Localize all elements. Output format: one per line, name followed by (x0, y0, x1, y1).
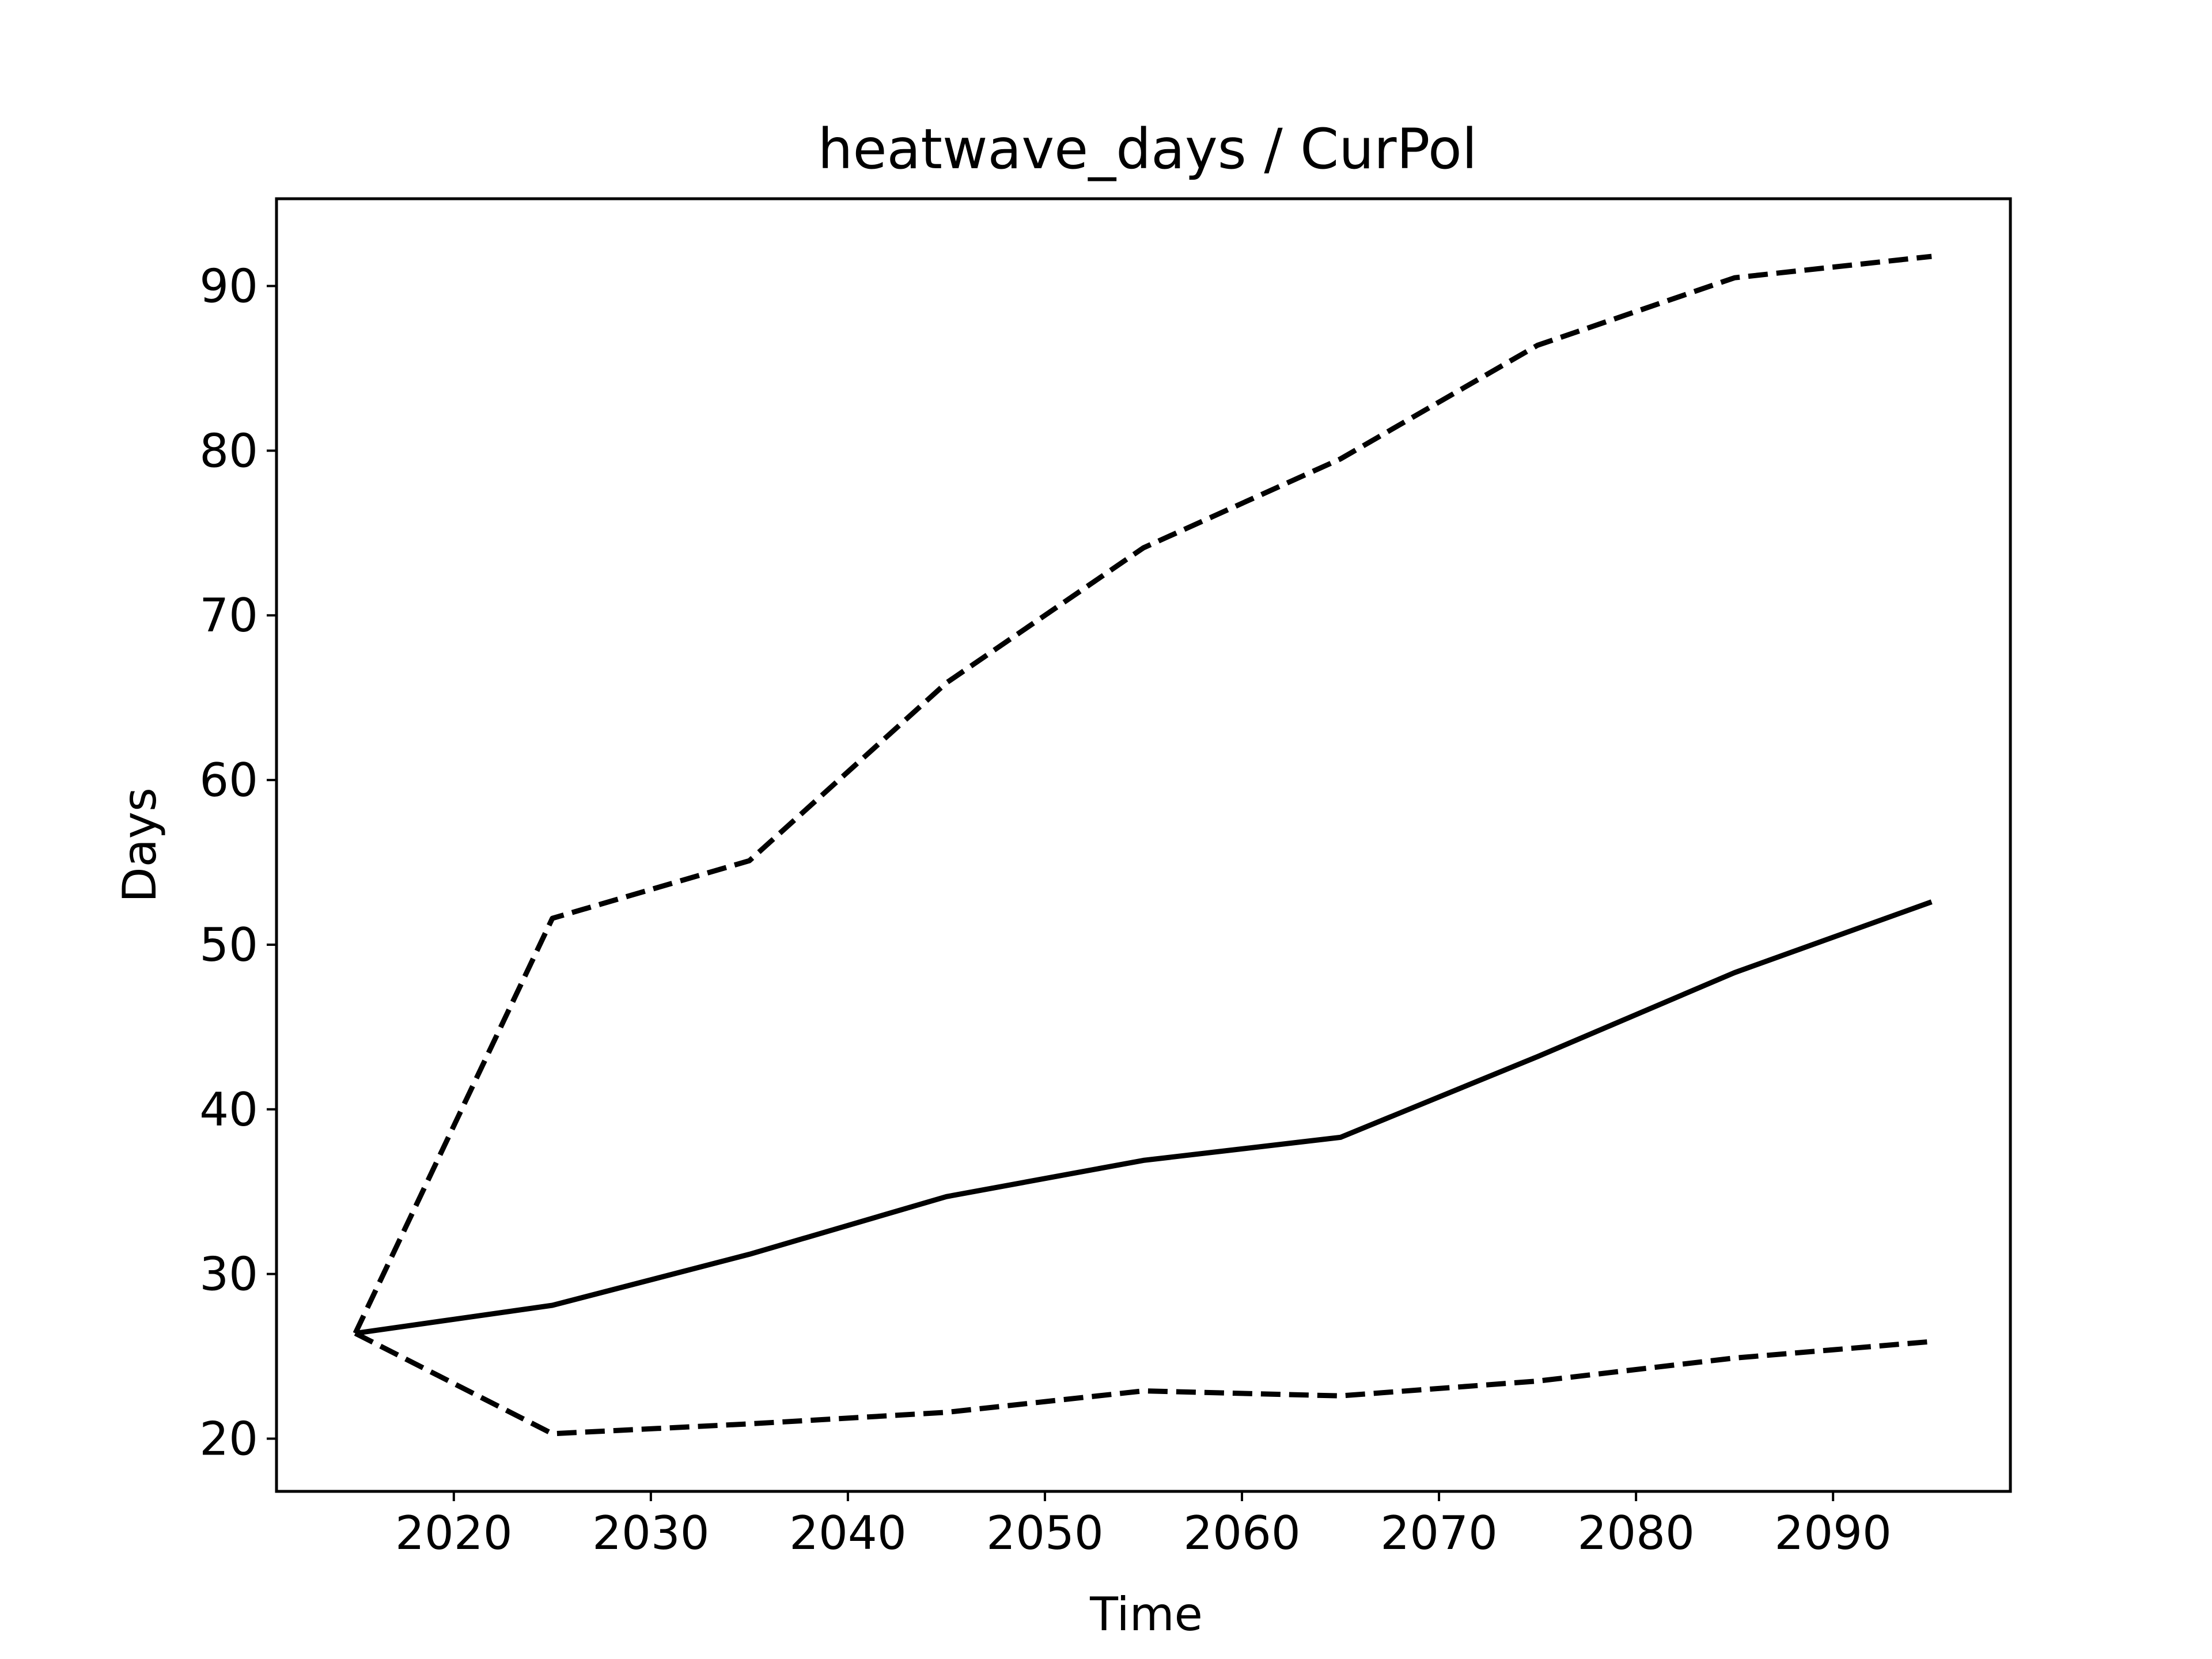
x-tick-label: 2020 (395, 1506, 513, 1560)
x-axis-label: Time (1089, 1588, 1203, 1641)
x-tick-label: 2030 (592, 1506, 710, 1560)
y-tick-label: 70 (199, 589, 258, 642)
x-tick-label: 2040 (789, 1506, 907, 1560)
y-axis-label: Days (113, 787, 166, 903)
y-tick-label: 20 (199, 1412, 258, 1466)
x-tick-label: 2090 (1774, 1506, 1892, 1560)
y-axis: 20 30 40 50 60 70 80 90 (199, 260, 276, 1466)
x-axis: 2020 2030 2040 2050 2060 2070 2080 2090 (395, 1491, 1892, 1560)
x-tick-label: 2060 (1183, 1506, 1301, 1560)
y-tick-label: 60 (199, 753, 258, 807)
y-tick-label: 50 (199, 918, 258, 972)
series-line-3 (354, 1331, 1932, 1437)
y-tick-label: 30 (199, 1248, 258, 1301)
x-tick-label: 2070 (1380, 1506, 1498, 1560)
y-tick-label: 80 (199, 424, 258, 478)
series-layer (353, 253, 1933, 1437)
chart-title: heatwave_days / CurPol (818, 117, 1478, 181)
plot-frame (275, 197, 2012, 1493)
series-line-2 (355, 899, 1933, 1336)
y-tick-label: 90 (199, 260, 258, 313)
x-tick-label: 2050 (986, 1506, 1104, 1560)
x-tick-label: 2080 (1577, 1506, 1695, 1560)
y-tick-label: 40 (199, 1083, 258, 1137)
series-line-1 (353, 253, 1932, 1335)
